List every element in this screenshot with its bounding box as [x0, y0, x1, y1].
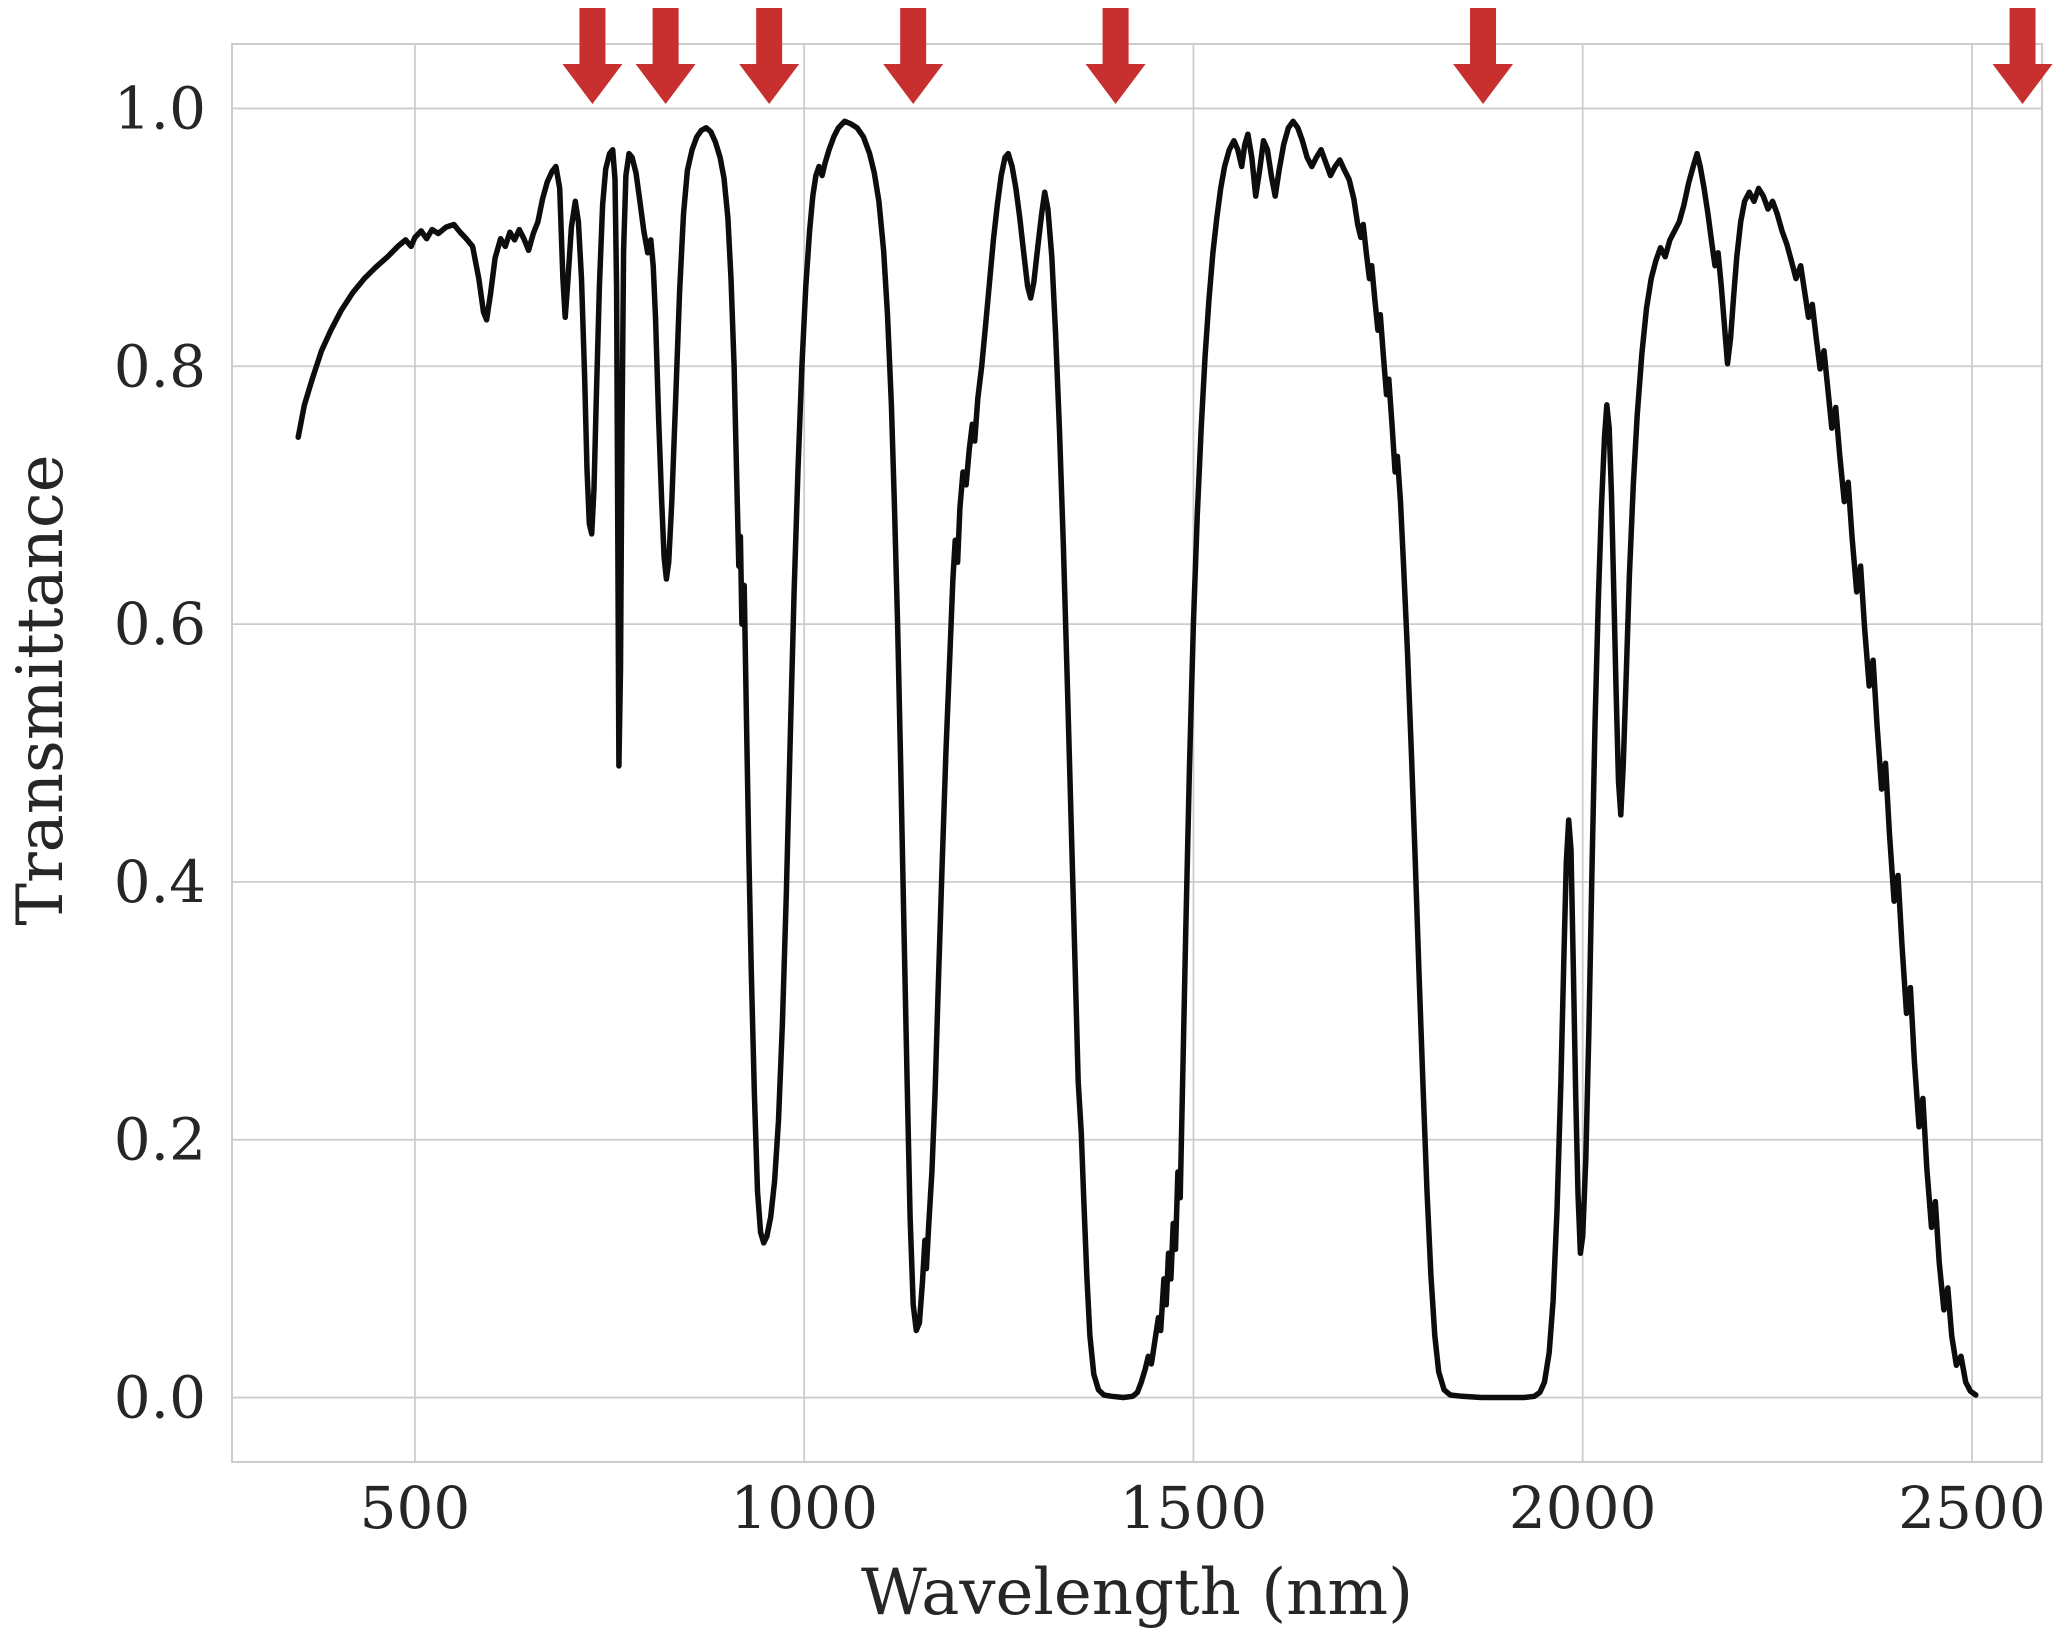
- x-tick-label: 2500: [1898, 1474, 2046, 1542]
- y-tick-label: 0.2: [114, 1106, 206, 1174]
- x-tick-label: 1000: [730, 1474, 878, 1542]
- y-tick-label: 0.4: [114, 848, 206, 916]
- absorption-band-arrow-icon: [1992, 8, 2053, 104]
- y-tick-label: 0.0: [114, 1364, 206, 1432]
- absorption-band-arrow-icon: [562, 8, 623, 104]
- absorption-band-arrow-icon: [739, 8, 800, 104]
- transmittance-curve: [295, 118, 1979, 1401]
- absorption-band-arrow-icon: [883, 8, 944, 104]
- y-tick-label: 0.8: [114, 332, 206, 400]
- y-tick-label: 0.6: [114, 590, 206, 658]
- x-tick-label: 1500: [1120, 1474, 1268, 1542]
- absorption-band-arrow-icon: [1453, 8, 1514, 104]
- plot-frame: [231, 43, 2043, 1463]
- y-tick-label: 1.0: [114, 74, 206, 142]
- y-axis-label: Transmittance: [4, 454, 78, 925]
- x-tick-label: 500: [360, 1474, 471, 1542]
- x-axis-label: Wavelength (nm): [861, 1556, 1413, 1630]
- x-tick-label: 2000: [1509, 1474, 1657, 1542]
- absorption-band-arrow-icon: [1085, 8, 1146, 104]
- absorption-band-arrow-icon: [635, 8, 696, 104]
